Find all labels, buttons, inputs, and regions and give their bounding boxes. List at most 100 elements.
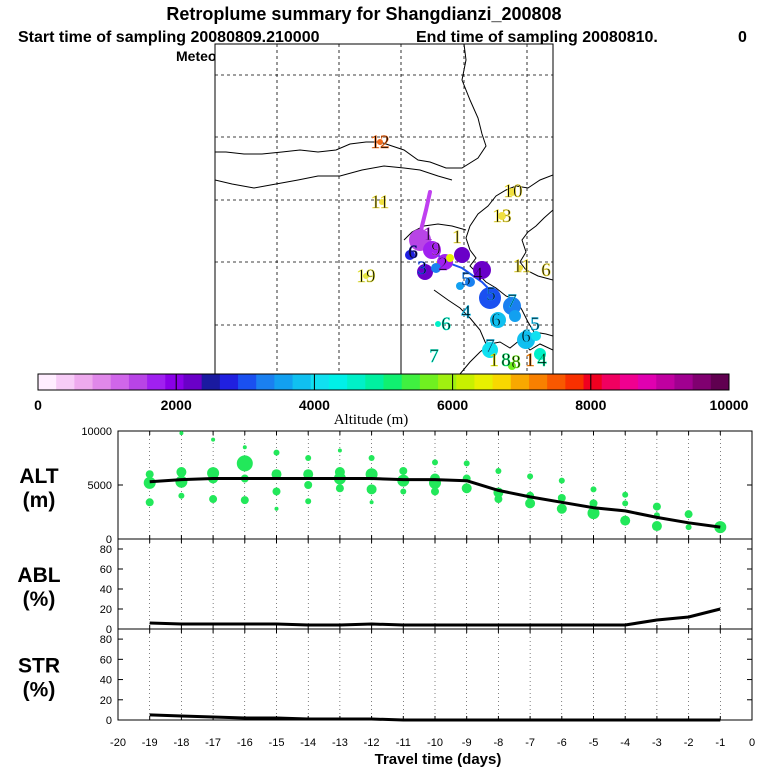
altitude-scatter-point xyxy=(525,498,536,509)
altitude-scatter-point xyxy=(145,470,154,479)
altitude-scatter-point xyxy=(399,466,408,475)
colorbar-tick-label: 2000 xyxy=(161,397,192,413)
x-axis-label: Travel time (days) xyxy=(375,751,502,768)
colorbar-swatch xyxy=(328,374,348,390)
map-day-label: 6 xyxy=(408,242,418,263)
map-coastlines xyxy=(215,44,553,374)
altitude-scatter-point xyxy=(651,521,662,532)
altitude-scatter-point xyxy=(622,500,629,507)
plume-point xyxy=(377,139,383,145)
colorbar-swatch xyxy=(492,374,512,390)
map-day-label: 12 xyxy=(371,132,390,153)
x-tick-label: -1 xyxy=(715,737,725,749)
altitude-scatter-point xyxy=(271,469,282,480)
y-tick-label: 40 xyxy=(100,584,112,596)
map-day-label: 6 xyxy=(521,326,531,347)
colorbar-swatch xyxy=(219,374,239,390)
map-day-label: 8 xyxy=(501,350,511,371)
y-tick-label: 20 xyxy=(100,604,112,616)
altitude-scatter-point xyxy=(587,507,600,520)
altitude-scatter-point xyxy=(145,498,154,507)
panel-title: STR xyxy=(18,655,60,678)
y-tick-label: 0 xyxy=(106,534,112,546)
altitude-scatter-point xyxy=(527,473,534,480)
altitude-scatter-point xyxy=(175,475,188,488)
map-day-label: 1 xyxy=(525,350,535,371)
altitude-scatter-point xyxy=(589,499,598,508)
altitude-scatter-point xyxy=(179,431,184,436)
colorbar-swatch xyxy=(419,374,439,390)
colorbar-swatch xyxy=(710,374,730,390)
altitude-scatter-point xyxy=(684,510,693,519)
plume-point xyxy=(490,312,506,328)
x-tick-label: -2 xyxy=(684,737,694,749)
plume-point xyxy=(498,212,506,220)
x-tick-label: -17 xyxy=(205,737,221,749)
altitude-scatter-point xyxy=(622,491,629,498)
y-tick-label: 60 xyxy=(100,564,112,576)
plume-point xyxy=(534,348,546,360)
altitude-scatter-point xyxy=(209,495,218,504)
map-day-label: 19 xyxy=(357,266,376,287)
x-tick-label: -20 xyxy=(110,737,126,749)
colorbar-swatch xyxy=(565,374,585,390)
colorbar-swatch xyxy=(238,374,257,390)
x-tick-label: -18 xyxy=(173,737,189,749)
plume-point xyxy=(509,310,521,322)
map-graticule xyxy=(215,44,553,374)
panel-title: ALT xyxy=(19,465,58,488)
x-tick-label: -10 xyxy=(427,737,443,749)
y-tick-label: 0 xyxy=(106,715,112,727)
series-line xyxy=(149,713,721,722)
map-day-label: 1 xyxy=(489,350,499,371)
x-tick-label: -7 xyxy=(525,737,535,749)
series-line xyxy=(149,607,721,627)
map-day-label: 4 xyxy=(461,302,471,323)
x-tick-label: -19 xyxy=(142,737,158,749)
colorbar-swatch xyxy=(528,374,548,390)
plume-point xyxy=(363,273,369,279)
colorbar-swatch xyxy=(74,374,94,390)
map-day-label: 2 xyxy=(438,254,448,275)
x-tick-label: -16 xyxy=(237,737,253,749)
x-tick-label: -5 xyxy=(589,737,599,749)
colorbar-swatch xyxy=(274,374,294,390)
plume-point xyxy=(454,247,470,263)
colorbar-tick-label: 4000 xyxy=(299,397,330,413)
colorbar-swatch xyxy=(147,374,166,390)
plume-point xyxy=(482,342,498,358)
altitude-scatter-point xyxy=(211,437,216,442)
altitude-scatter-point xyxy=(305,498,312,505)
altitude-scatter-point xyxy=(431,487,439,496)
plume-point xyxy=(431,263,441,273)
plume-point xyxy=(465,277,475,287)
colorbar-swatch xyxy=(256,374,275,390)
colorbar-swatch xyxy=(165,374,184,390)
plume-point xyxy=(456,282,464,290)
panel-alt: 0 5000 10000 ALT(m) xyxy=(19,426,753,546)
altitude-scatter-point xyxy=(272,487,281,496)
x-tick-label: -8 xyxy=(494,737,504,749)
altitude-scatter-point xyxy=(178,492,185,499)
colorbar-swatch xyxy=(347,374,366,390)
colorbar-swatch xyxy=(365,374,384,390)
colorbar-swatch xyxy=(456,374,475,390)
x-tick-label: 0 xyxy=(749,737,755,749)
x-tick-label: -3 xyxy=(652,737,662,749)
colorbar-swatch xyxy=(638,374,657,390)
altitude-scatter-point xyxy=(274,506,279,511)
altitude-scatter-point xyxy=(557,493,566,502)
y-tick-label: 10000 xyxy=(81,426,112,438)
plume-point xyxy=(531,331,541,341)
map-day-label: 4 xyxy=(473,264,483,285)
map-day-label: 8 xyxy=(511,352,521,373)
altitude-scatter-point xyxy=(368,455,375,461)
map-day-label: 11 xyxy=(513,256,531,277)
panel-ylabel: (%) xyxy=(23,679,56,702)
colorbar-swatch xyxy=(692,374,712,390)
colorbar-swatch xyxy=(56,374,75,390)
y-tick-label: 40 xyxy=(100,675,112,687)
x-tick-label: -15 xyxy=(269,737,285,749)
